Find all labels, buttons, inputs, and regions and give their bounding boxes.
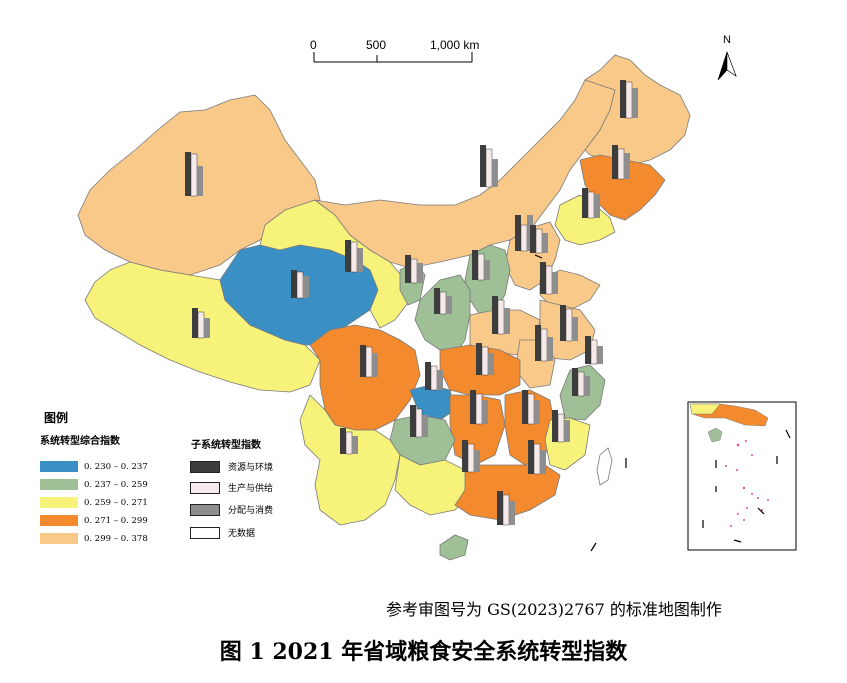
bar-group-inner-mongolia: [480, 145, 498, 188]
province-hainan: [439, 534, 469, 561]
legend-swatch-1: [40, 461, 78, 472]
bar-group-tibet: [192, 308, 210, 339]
legend-subsystem-label: 生产与供给: [228, 484, 274, 494]
legend-class-1: 0. 230 – 0. 237: [40, 460, 148, 473]
legend-swatch-2: [40, 479, 78, 490]
bar-group-jiangxi: [522, 390, 540, 425]
legend-subsystem-1: 资源与环境: [190, 460, 273, 473]
legend-class-5: 0. 299 – 0. 378: [40, 532, 148, 545]
bar-group-yunnan: [340, 428, 358, 455]
scale-label-0: 0: [310, 38, 317, 52]
legend-subsystem-4: 无数据: [190, 526, 255, 539]
province-regions: [77, 54, 691, 561]
legend-class-4: 0. 271 – 0. 299: [40, 514, 148, 527]
province-sichuan: [309, 324, 421, 431]
inset-map: [687, 401, 797, 551]
legend-subsystem-swatch-2: [190, 481, 220, 494]
legend-title: 图例: [44, 411, 69, 425]
legend-class-label: 0. 230 – 0. 237: [84, 461, 148, 472]
legend-subsystem-2: 生产与供给: [190, 481, 273, 494]
bar-group-hunan: [470, 390, 488, 425]
legend-subsystem-label: 无数据: [228, 529, 256, 539]
source-note: 参考审图号为 GS(2023)2767 的标准地图制作: [386, 600, 722, 619]
legend-class-label: 0. 237 – 0. 259: [84, 479, 148, 490]
legend-subsystem-title: 子系统转型指数: [191, 440, 261, 451]
bar-group-gansu: [345, 240, 363, 273]
scale-bar: [313, 52, 473, 63]
bar-group-jilin: [612, 145, 630, 180]
bar-group-zhejiang: [572, 368, 590, 397]
bar-group-qinghai: [291, 270, 309, 299]
bar-group-guangdong: [528, 440, 546, 475]
bar-group-henan: [492, 296, 510, 335]
scale-label-500: 500: [366, 38, 387, 52]
bar-group-sichuan: [360, 345, 378, 378]
bar-group-guangxi: [462, 440, 480, 473]
legend-swatch-3: [40, 497, 78, 508]
province-shaanxi: [414, 274, 471, 356]
legend-composite-title: 系统转型综合指数: [40, 436, 120, 447]
north-label: N: [723, 34, 731, 46]
bar-group-hubei: [476, 343, 494, 376]
bar-group-chongqing: [425, 362, 443, 391]
bar-group-shaanxi: [434, 288, 452, 315]
bar-group-hainan: [497, 491, 515, 526]
province-yunnan: [299, 394, 401, 526]
bar-group-ningxia: [405, 255, 423, 284]
legend-subsystem-3: 分配与消费: [190, 503, 273, 516]
legend-class-label: 0. 271 – 0. 299: [84, 515, 148, 526]
bar-group-heilongjiang: [620, 80, 638, 119]
bar-group-shandong: [540, 262, 558, 295]
legend-subsystem-label: 分配与消费: [228, 506, 274, 516]
legend-swatch-4: [40, 515, 78, 526]
legend-subsystem-swatch-3: [190, 503, 220, 516]
north-arrow: [717, 51, 737, 81]
scale-label-1000: 1,000 km: [430, 38, 480, 52]
bar-group-shanxi: [472, 250, 490, 281]
bar-group-liaoning: [582, 188, 600, 219]
figure-title: 图 1 2021 年省域粮食安全系统转型指数: [219, 639, 628, 665]
bar-group-shanghai: [585, 336, 603, 365]
province-guangdong: [454, 464, 561, 521]
legend-class-label: 0. 259 – 0. 271: [84, 497, 148, 508]
bar-group-anhui: [535, 325, 553, 362]
legend-class-3: 0. 259 – 0. 271: [40, 496, 148, 509]
legend-subsystem-label: 资源与环境: [228, 463, 274, 473]
legend-class-label: 0. 299 – 0. 378: [84, 533, 148, 544]
bar-group-fujian: [552, 410, 570, 443]
sea-boundary-dashes: [534, 254, 627, 552]
legend-class-2: 0. 237 – 0. 259: [40, 478, 148, 491]
province-taiwan: [596, 447, 613, 486]
bar-group-jiangsu: [560, 305, 578, 342]
bar-group-xinjiang: [185, 152, 203, 197]
legend-swatch-5: [40, 533, 78, 544]
legend-subsystem-swatch-4: [190, 526, 220, 539]
bar-group-guizhou: [410, 405, 428, 438]
subsystem-bars: [185, 80, 638, 526]
legend-subsystem-swatch-1: [190, 460, 220, 473]
bar-group-beijing: [530, 225, 548, 254]
